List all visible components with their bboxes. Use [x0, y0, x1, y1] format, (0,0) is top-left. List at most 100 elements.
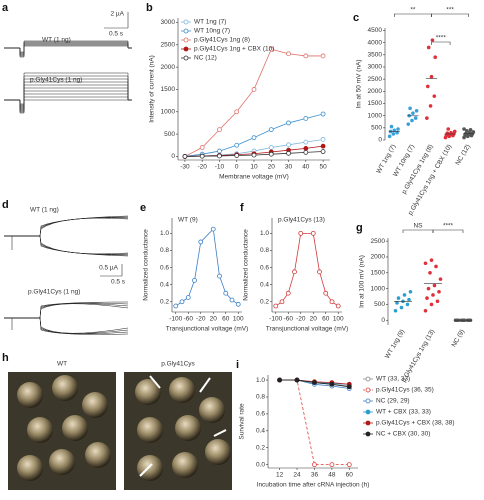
current-trace — [4, 45, 132, 53]
data-point — [320, 137, 326, 142]
significance-bracket — [394, 13, 432, 17]
x-tick-label: -20 — [196, 316, 206, 323]
y-axis-label: Im at 50 mV (nA) — [356, 59, 363, 108]
data-point — [292, 269, 297, 275]
y-tick-label: 0.8 — [160, 247, 169, 254]
oocyte — [137, 417, 163, 443]
data-point — [320, 111, 326, 117]
x-tick-label: 100 — [333, 316, 344, 323]
data-point — [425, 296, 429, 300]
y-tick-label: 0.8 — [256, 394, 265, 401]
data-point — [389, 124, 394, 129]
data-point — [429, 302, 434, 307]
x-tick-label: -60 — [284, 316, 294, 323]
data-point — [425, 116, 429, 120]
y-tick-label: 2500 — [371, 238, 386, 245]
data-point — [303, 150, 309, 155]
data-point — [329, 299, 335, 305]
data-point — [437, 289, 441, 294]
y-tick-label: 1500 — [371, 270, 386, 277]
y-axis-label: Normalized conductance — [243, 229, 250, 301]
y-tick-label: 3500 — [368, 52, 383, 59]
y-tick-label: 0.8 — [260, 247, 269, 254]
data-point — [410, 118, 414, 123]
data-point — [279, 299, 285, 305]
y-tick-label: 2000 — [368, 88, 383, 95]
oocyte — [205, 439, 231, 465]
data-point — [229, 297, 235, 303]
legend-label: p.Gly41Cys 1ng + CBX (10) — [194, 46, 274, 53]
y-tick-label: 2000 — [161, 64, 176, 71]
y-tick-label: 4000 — [368, 39, 383, 46]
data-point — [399, 305, 404, 310]
data-point — [173, 303, 179, 309]
scale-label: 2 µA — [110, 11, 124, 18]
data-point — [217, 127, 222, 133]
data-point — [406, 122, 411, 126]
y-tick-label: 1500 — [161, 86, 176, 93]
current-trace — [4, 90, 132, 108]
legend-marker — [365, 409, 371, 415]
x-axis-label: Membrane voltage (mV) — [219, 174, 289, 181]
data-point — [251, 152, 257, 158]
data-point — [199, 153, 205, 159]
data-point — [446, 127, 451, 131]
legend-label: WT 1ng (7) — [194, 19, 226, 26]
x-tick-label: -100 — [169, 316, 182, 323]
legend-label: WT (33, 33) — [376, 376, 410, 383]
significance-label: NS — [413, 223, 423, 230]
y-tick-label: 1000 — [161, 108, 176, 115]
data-point — [210, 226, 216, 232]
oocyte — [49, 449, 75, 475]
data-point — [268, 127, 274, 133]
panel-label: c — [353, 12, 359, 24]
data-point — [192, 277, 197, 283]
data-point — [462, 127, 466, 131]
data-point — [198, 239, 204, 245]
y-axis-label: Im at 100 mV (nA) — [359, 255, 366, 308]
data-point — [449, 130, 453, 135]
data-point — [392, 128, 397, 133]
data-point — [452, 129, 457, 134]
data-point — [320, 149, 326, 154]
x-axis-label: Transjunctional voltage (mV) — [166, 326, 249, 333]
y-tick-label: 0.4 — [260, 281, 269, 288]
data-point — [335, 303, 341, 309]
data-point — [468, 127, 473, 132]
significance-label: ** — [410, 7, 416, 14]
data-point — [430, 38, 435, 42]
oocyte — [17, 382, 43, 408]
data-point — [434, 264, 438, 269]
data-point — [423, 261, 428, 266]
oocyte — [27, 417, 53, 443]
data-point — [396, 127, 400, 131]
oocyte — [137, 455, 163, 481]
y-axis-label: Normalized conductance — [143, 229, 150, 301]
data-point — [395, 130, 399, 135]
data-point — [408, 289, 413, 294]
data-point — [405, 302, 410, 307]
panel-label: d — [2, 199, 9, 211]
x-tick-label: 0 — [235, 164, 239, 171]
data-point — [273, 303, 279, 309]
y-tick-label: 1000 — [368, 112, 383, 119]
data-point — [465, 128, 469, 133]
x-tick-label: 60 — [346, 472, 354, 479]
legend-label: p.Gly41Cys (36, 35) — [376, 387, 434, 394]
oocyte — [82, 392, 108, 418]
data-point — [402, 293, 407, 297]
data-point — [286, 142, 291, 148]
data-point — [407, 297, 411, 302]
y-tick-label: 1.0 — [256, 377, 265, 384]
oocyte — [199, 397, 225, 423]
data-point — [286, 51, 291, 57]
y-tick-label: 0.4 — [160, 281, 169, 288]
oocyte — [17, 455, 43, 481]
y-tick-label: 0 — [171, 153, 175, 160]
scale-label: 0.5 s — [109, 31, 124, 38]
x-tick-label: -100 — [269, 316, 282, 323]
legend-label: WT 10ng (7) — [194, 28, 230, 35]
data-point — [310, 230, 316, 236]
data-point — [320, 53, 326, 59]
arrow — [213, 429, 227, 437]
